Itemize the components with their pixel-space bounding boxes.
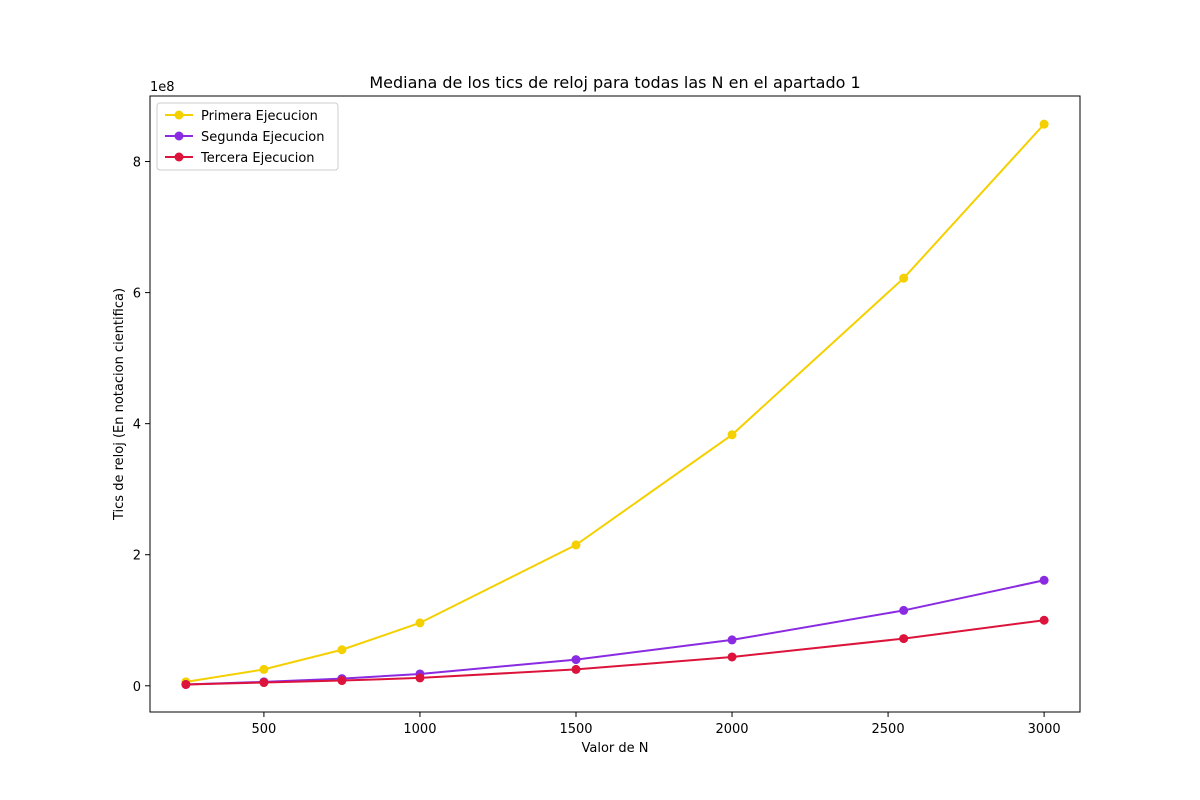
data-point-primera-ejecucion bbox=[1039, 119, 1049, 129]
x-tick-label: 3000 bbox=[1028, 722, 1061, 737]
data-point-tercera-ejecucion bbox=[259, 678, 269, 688]
data-point-segunda-ejecucion bbox=[727, 635, 737, 645]
legend-swatch-marker bbox=[174, 152, 184, 162]
legend-swatch-marker bbox=[174, 131, 184, 141]
legend-swatch-marker bbox=[174, 110, 184, 120]
data-point-tercera-ejecucion bbox=[727, 652, 737, 662]
axes-frame bbox=[149, 95, 1081, 713]
x-tick-label: 2000 bbox=[715, 722, 748, 737]
data-point-tercera-ejecucion bbox=[899, 634, 909, 644]
y-tick-label: 8 bbox=[133, 156, 141, 171]
data-point-tercera-ejecucion bbox=[337, 676, 347, 686]
legend-label: Segunda Ejecucion bbox=[201, 130, 325, 145]
data-point-primera-ejecucion bbox=[337, 645, 347, 655]
y-tick-label: 4 bbox=[133, 418, 141, 433]
data-point-primera-ejecucion bbox=[415, 618, 425, 628]
x-tick-label: 1000 bbox=[403, 722, 436, 737]
x-tick-label: 500 bbox=[251, 722, 276, 737]
data-point-segunda-ejecucion bbox=[1039, 575, 1049, 585]
data-point-tercera-ejecucion bbox=[571, 664, 581, 674]
plot-area bbox=[181, 119, 1049, 689]
y-tick-label: 0 bbox=[133, 680, 141, 695]
data-point-tercera-ejecucion bbox=[1039, 615, 1049, 625]
legend-box bbox=[156, 102, 339, 171]
x-axis-label: Valor de N bbox=[582, 741, 649, 756]
legend-label: Tercera Ejecucion bbox=[200, 151, 315, 166]
data-point-tercera-ejecucion bbox=[415, 673, 425, 683]
y-offset-label: 1e8 bbox=[150, 80, 175, 95]
legend: Primera Ejecucion Segunda Ejecucion Tercer… bbox=[156, 102, 339, 171]
data-point-segunda-ejecucion bbox=[899, 605, 909, 615]
series-line-primera-ejecucion bbox=[185, 123, 1045, 683]
data-point-primera-ejecucion bbox=[259, 664, 269, 674]
y-tick-label: 2 bbox=[133, 549, 141, 564]
x-tick-label: 1500 bbox=[559, 722, 592, 737]
x-tick-label: 2500 bbox=[872, 722, 905, 737]
series-line-segunda-ejecucion bbox=[185, 579, 1045, 686]
y-axis-label: Tics de reloj (En notacion cientifica) bbox=[112, 288, 127, 521]
y-axis: 0 2 4 6 8 bbox=[133, 156, 150, 695]
data-point-primera-ejecucion bbox=[727, 430, 737, 440]
chart-title: Mediana de los tics de reloj para todas … bbox=[369, 73, 860, 92]
y-tick-label: 6 bbox=[133, 287, 141, 302]
data-point-primera-ejecucion bbox=[571, 540, 581, 550]
data-point-segunda-ejecucion bbox=[571, 655, 581, 665]
series-line-tercera-ejecucion bbox=[185, 619, 1045, 686]
x-axis: 500 1000 1500 2000 2500 3000 bbox=[251, 712, 1061, 737]
legend-label: Primera Ejecucion bbox=[201, 109, 318, 124]
data-point-tercera-ejecucion bbox=[181, 679, 191, 689]
data-point-primera-ejecucion bbox=[899, 273, 909, 283]
